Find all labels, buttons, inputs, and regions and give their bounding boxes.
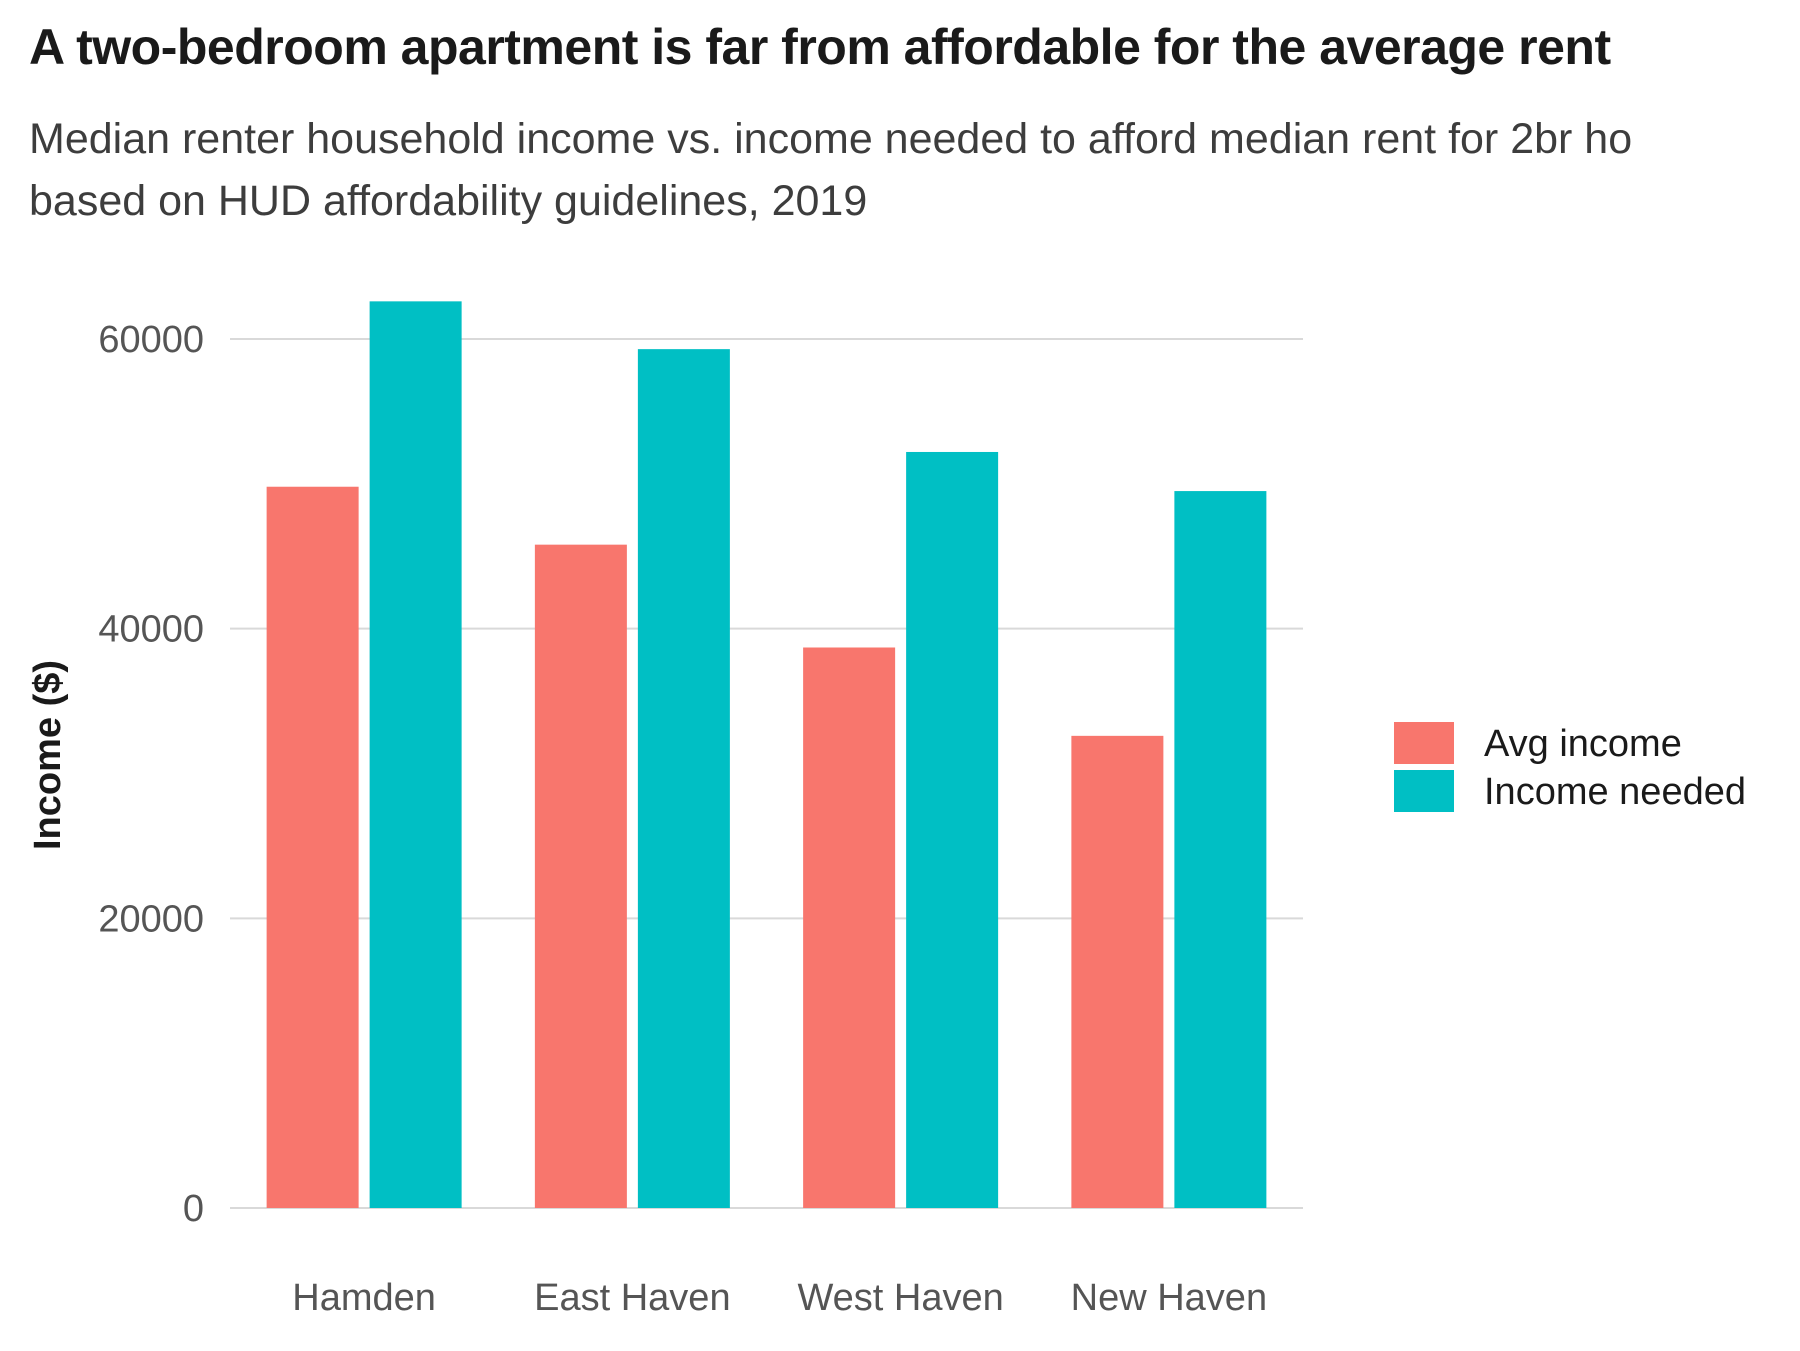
y-axis-title: Income ($): [27, 660, 69, 850]
y-tick-label: 40000: [98, 609, 204, 651]
subtitle-line-2: based on HUD affordability guidelines, 2…: [29, 177, 868, 225]
y-axis-ticks: 0 20000 40000 60000: [98, 319, 204, 1230]
bars: [266, 301, 1267, 1209]
bar-income-needed: [906, 451, 999, 1209]
x-tick-label: West Haven: [797, 1277, 1003, 1319]
bar-income-needed: [1174, 491, 1267, 1208]
bar-avg-income: [266, 486, 359, 1209]
bar-income-needed: [637, 349, 730, 1209]
bar-income-needed: [369, 301, 462, 1208]
bar-avg-income: [803, 647, 896, 1208]
x-axis-ticks: Hamden East Haven West Haven New Haven: [292, 1277, 1267, 1319]
y-tick-label: 60000: [98, 319, 204, 361]
legend-label: Avg income: [1484, 723, 1682, 765]
bar-avg-income: [534, 544, 627, 1208]
legend-swatch: [1394, 722, 1454, 764]
y-tick-label: 0: [183, 1188, 204, 1230]
y-tick-label: 20000: [98, 898, 204, 940]
chart-subtitle: Median renter household income vs. incom…: [29, 108, 1800, 232]
x-tick-label: Hamden: [292, 1277, 436, 1319]
legend-swatch: [1394, 770, 1454, 812]
bar-avg-income: [1071, 735, 1164, 1208]
legend: Avg income Income needed: [1394, 722, 1746, 813]
x-tick-label: New Haven: [1071, 1277, 1267, 1319]
subtitle-line-1: Median renter household income vs. incom…: [29, 115, 1633, 163]
legend-label: Income needed: [1484, 771, 1746, 813]
chart-title: A two-bedroom apartment is far from affo…: [29, 19, 1611, 75]
x-tick-label: East Haven: [534, 1277, 730, 1319]
